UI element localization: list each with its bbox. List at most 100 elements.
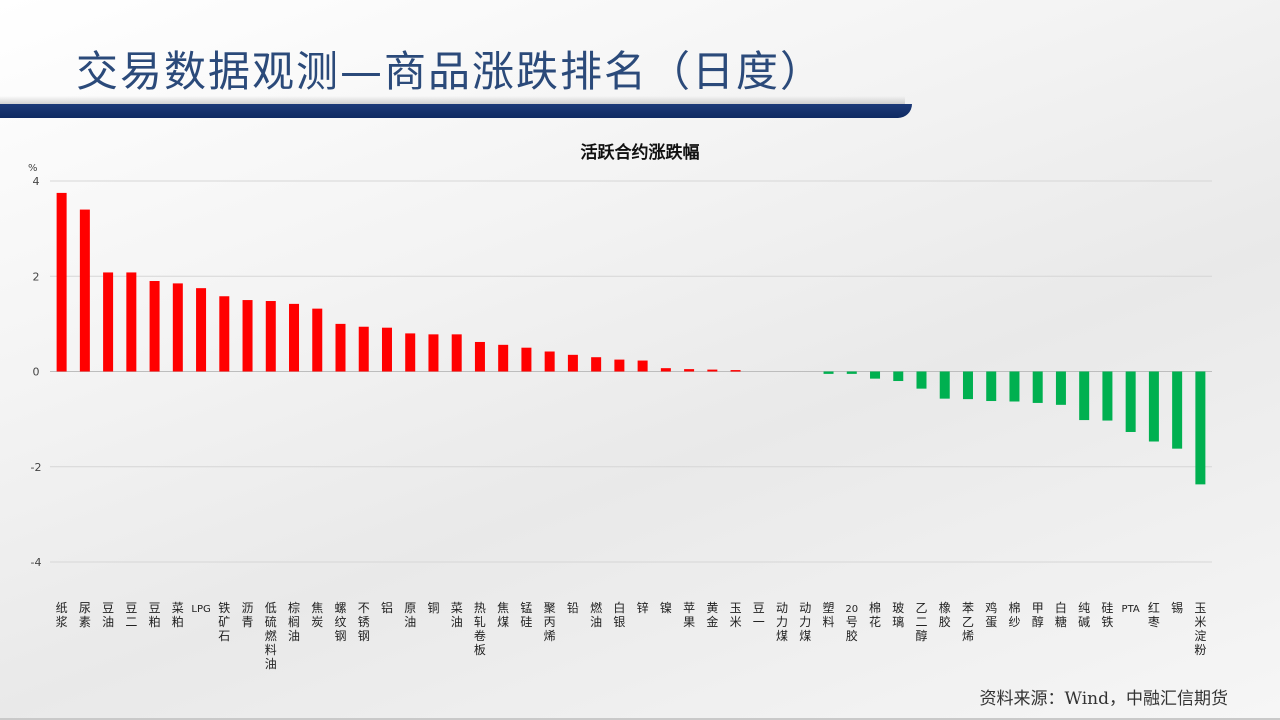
x-tick-label: 焦煤 (497, 601, 509, 629)
chart-title: 活跃合约涨跌幅 (581, 142, 700, 163)
x-tick-label: 硅铁 (1101, 601, 1113, 629)
x-tick-label: 豆一 (753, 601, 765, 629)
x-tick-label: 玻璃 (892, 601, 904, 629)
bar (498, 344, 509, 372)
x-tick-label: 锡 (1171, 600, 1183, 615)
x-tick-label: LPG (191, 604, 210, 615)
title-bar (0, 104, 912, 118)
bar (405, 333, 416, 372)
slide-title: 交易数据观测—商品涨跌排名（日度） (76, 47, 825, 96)
x-tick-label: 塑料 (823, 600, 835, 629)
x-tick-label: 玉米淀粉 (1194, 601, 1206, 657)
bar (312, 308, 323, 372)
bar (916, 371, 927, 389)
x-tick-label: 豆二 (125, 601, 137, 629)
bar (242, 300, 253, 372)
bar (196, 288, 207, 372)
x-tick-label: 燃油 (590, 600, 602, 629)
footer-line (0, 718, 1280, 720)
y-tick-label: 0 (33, 366, 40, 379)
x-tick-label: 乙二醇 (915, 601, 927, 643)
x-tick-label: 橡胶 (939, 601, 951, 629)
bar (1125, 371, 1136, 432)
x-tick-label: 白银 (613, 600, 625, 629)
bar (172, 283, 183, 372)
x-tick-label: 不锈钢 (358, 601, 370, 643)
x-tick-label: 铝 (381, 600, 393, 615)
bar (289, 303, 300, 372)
bar (474, 341, 485, 372)
x-tick-label: 铜 (427, 600, 439, 615)
x-tick-label: 纯碱 (1078, 601, 1090, 629)
bar (358, 326, 369, 372)
bar (521, 347, 532, 372)
x-tick-label: 棕榈油 (288, 600, 300, 643)
title-bar-shadow (0, 96, 905, 104)
x-tick-label: 铁矿石 (218, 601, 230, 643)
bar (893, 371, 904, 382)
bar (219, 296, 230, 372)
bar (637, 360, 648, 372)
x-tick-label: 尿素 (79, 601, 91, 629)
x-tick-label: 沥青 (242, 601, 254, 629)
x-tick-label: 锌 (637, 601, 649, 615)
y-tick-label: 4 (33, 175, 40, 188)
bar (56, 192, 67, 372)
bar (1079, 371, 1090, 421)
y-axis-unit: % (28, 163, 38, 174)
bar (544, 351, 555, 372)
x-tick-label: 镍 (660, 601, 672, 615)
y-tick-label: 2 (33, 270, 40, 283)
bar (1195, 371, 1206, 485)
x-tick-label: 低硫燃料油 (265, 601, 277, 671)
bar (1172, 371, 1183, 449)
x-tick-label: 鸡蛋 (985, 600, 997, 629)
bar (1032, 371, 1043, 403)
bar (149, 281, 160, 372)
bar (823, 371, 834, 374)
bar-layer (56, 192, 1206, 485)
bar (265, 301, 276, 372)
bar (567, 354, 578, 372)
bar (707, 369, 718, 372)
bar (1148, 371, 1159, 442)
bar (1102, 371, 1113, 421)
x-tick-label: 菜粕 (172, 601, 184, 629)
x-tick-label: 豆粕 (149, 601, 161, 629)
x-tick-label: 20 号胶 (845, 604, 858, 643)
x-tick-label: 热轧卷板 (474, 601, 486, 657)
bar (986, 371, 997, 402)
x-tick-label: 黄金 (706, 601, 718, 629)
x-tick-label: 原油 (404, 601, 416, 629)
x-tick-label: 动力煤 (776, 601, 788, 643)
x-tick-label: 棉花 (869, 601, 881, 629)
x-tick-label: 菜油 (451, 601, 463, 629)
x-tick-label: 锰硅 (520, 600, 532, 629)
bar (939, 371, 950, 399)
x-tick-label: 甲醇 (1032, 601, 1044, 629)
bar (614, 359, 625, 372)
x-tick-label: 苹果 (683, 601, 695, 629)
bar (1009, 371, 1020, 402)
bar (451, 334, 462, 372)
x-tick-label: 白糖 (1055, 600, 1067, 629)
x-tick-label: 豆油 (102, 601, 114, 629)
bar (126, 272, 137, 372)
x-tick-label: 玉米 (730, 601, 742, 629)
source-note: 资料来源：Wind，中融汇信期货 (979, 689, 1228, 709)
bar (730, 370, 741, 372)
bar (870, 371, 881, 379)
bar (660, 368, 671, 372)
x-tick-label: PTA (1122, 604, 1140, 615)
bar (962, 371, 973, 400)
bar (846, 371, 857, 374)
bar (1055, 371, 1066, 405)
x-tick-label: 焦炭 (311, 601, 323, 629)
bar (335, 323, 346, 372)
bar (103, 272, 114, 372)
bar (428, 334, 439, 372)
x-tick-label: 红枣 (1148, 600, 1160, 629)
x-tick-label: 螺纹钢 (334, 601, 346, 643)
